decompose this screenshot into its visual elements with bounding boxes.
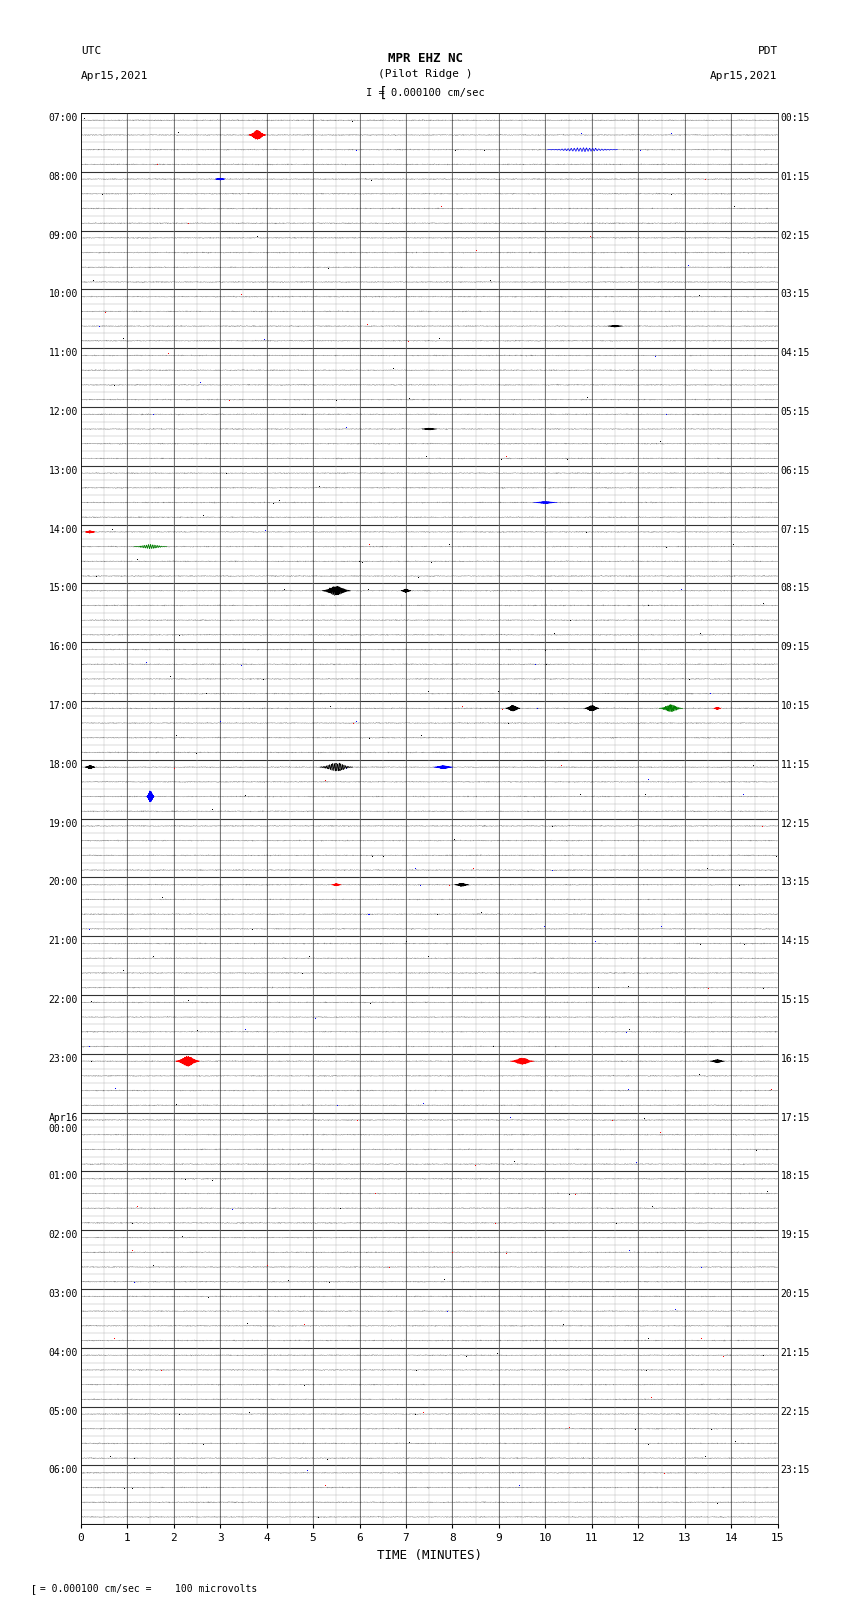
Text: Apr15,2021: Apr15,2021	[711, 71, 778, 81]
Text: I = 0.000100 cm/sec: I = 0.000100 cm/sec	[366, 89, 484, 98]
Text: [: [	[17, 1584, 37, 1594]
Text: = 0.000100 cm/sec =    100 microvolts: = 0.000100 cm/sec = 100 microvolts	[34, 1584, 258, 1594]
Text: (Pilot Ridge ): (Pilot Ridge )	[377, 69, 473, 79]
X-axis label: TIME (MINUTES): TIME (MINUTES)	[377, 1548, 482, 1561]
Text: PDT: PDT	[757, 47, 778, 56]
Text: MPR EHZ NC: MPR EHZ NC	[388, 52, 462, 65]
Text: UTC: UTC	[81, 47, 101, 56]
Text: [: [	[378, 85, 387, 100]
Text: Apr15,2021: Apr15,2021	[81, 71, 148, 81]
